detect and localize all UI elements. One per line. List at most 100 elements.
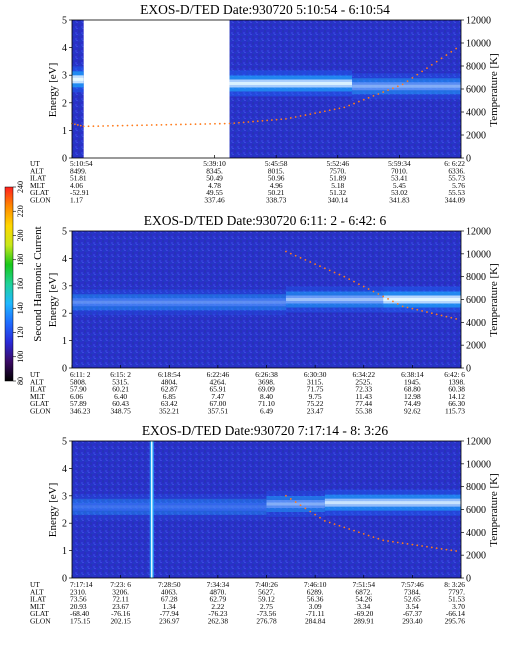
table-cell: 6.85 <box>163 392 176 401</box>
table-cell: 6289. <box>307 587 324 596</box>
temperature-point <box>160 123 163 126</box>
temperature-point <box>372 95 375 97</box>
y-tick-label: 1 <box>62 336 67 347</box>
table-cell: 55.73 <box>448 174 465 183</box>
temperature-point <box>323 520 326 522</box>
table-cell: 7797. <box>448 587 465 596</box>
table-cell: 5:52:46 <box>326 159 349 168</box>
temperature-point <box>392 540 394 543</box>
table-cell: 5808. <box>70 377 87 386</box>
temperature-point <box>338 273 341 276</box>
temperature-point <box>314 263 317 266</box>
table-cell: 51.53 <box>448 595 465 604</box>
colorbar-gradient <box>4 186 14 382</box>
table-cell: 284.84 <box>305 617 326 626</box>
table-cell: 50.49 <box>206 174 223 183</box>
table-cell: 60.38 <box>448 385 465 394</box>
table-cell: 51.81 <box>70 174 87 183</box>
temperature-point <box>252 120 254 123</box>
energy-band <box>72 300 286 304</box>
energy-band <box>383 298 461 301</box>
table-cell: -66.14 <box>446 609 465 618</box>
temperature-point <box>76 124 79 126</box>
y2-tick-label: 12000 <box>466 16 491 27</box>
energy-band <box>229 81 353 85</box>
temperature-point <box>450 549 453 552</box>
table-row-label: UT <box>30 159 40 168</box>
y-tick-label: 4 <box>62 464 67 475</box>
temperature-point <box>396 85 399 88</box>
y-tick-label: 5 <box>62 16 67 27</box>
temperature-point <box>382 539 385 542</box>
table-cell: 75.22 <box>307 399 324 408</box>
temperature-point <box>280 118 283 121</box>
table-cell: 71.10 <box>258 399 275 408</box>
table-cell: 69.09 <box>258 385 275 394</box>
energy-band <box>72 502 267 511</box>
temperature-point <box>79 124 82 127</box>
table-cell: 262.38 <box>208 617 229 626</box>
panel-1-ylabel: Energy [eV] <box>47 63 59 117</box>
table-cell: 77.44 <box>355 399 372 408</box>
temperature-point <box>338 107 341 110</box>
table-cell: 6:34:22 <box>352 370 375 379</box>
temperature-point <box>319 265 321 268</box>
table-row-label: UT <box>30 580 40 589</box>
colorbar-tick-label: 140 <box>16 302 25 314</box>
table-cell: 346.23 <box>70 407 91 416</box>
table-cell: 14.12 <box>448 392 465 401</box>
temperature-point <box>396 302 399 305</box>
temperature-point <box>333 108 336 111</box>
table-cell: 7384. <box>404 587 421 596</box>
temperature-point <box>184 123 187 126</box>
table-cell: 52.65 <box>404 595 421 604</box>
energy-band <box>72 289 286 316</box>
table-cell: 3115. <box>307 377 324 386</box>
table-cell: 3.34 <box>357 602 370 611</box>
table-row-label: ILAT <box>30 595 46 604</box>
table-cell: 5315. <box>112 377 129 386</box>
temperature-point <box>353 280 355 283</box>
table-cell: 50.96 <box>268 174 285 183</box>
table-cell: 6.06 <box>70 392 83 401</box>
temperature-point <box>406 542 409 545</box>
y2-tick-label: 0 <box>466 154 471 165</box>
temperature-point <box>242 121 245 124</box>
temperature-point <box>328 109 331 112</box>
temperature-point <box>387 298 389 300</box>
temperature-point <box>233 122 236 125</box>
table-cell: 6:38:14 <box>401 370 424 379</box>
temperature-point <box>116 124 119 127</box>
y2-tick-label: 2000 <box>466 551 486 562</box>
table-cell: -76.16 <box>111 609 130 618</box>
table-row-label: GLON <box>30 407 51 416</box>
table-cell: 6.40 <box>114 392 127 401</box>
panel-2-y2label: Temperature [K] <box>488 263 500 336</box>
temperature-point <box>430 546 433 549</box>
temperature-point <box>377 293 380 295</box>
table-cell: 6:22:46 <box>207 370 230 379</box>
y-tick-label: 3 <box>62 491 67 502</box>
colorbar-tick-label: 80 <box>16 377 25 385</box>
table-cell: 352.21 <box>159 407 180 416</box>
table-cell: 62.87 <box>161 385 178 394</box>
panel-1: EXOS-D/TED Date:930720 5:10:54 - 6:10:54… <box>30 2 500 205</box>
table-cell: 341.83 <box>389 196 410 205</box>
temperature-point <box>392 300 394 303</box>
table-cell: 6872. <box>355 587 372 596</box>
y2-tick-label: 8000 <box>466 272 486 283</box>
table-cell: 8: 3:26 <box>444 580 465 589</box>
table-cell: -77.94 <box>160 609 179 618</box>
energy-band <box>352 82 461 91</box>
table-cell: 4063. <box>161 587 178 596</box>
table-cell: 8499. <box>70 166 87 175</box>
temperature-point <box>416 544 419 547</box>
colorbar-tick-label: 220 <box>16 205 25 217</box>
temperature-point <box>74 123 76 126</box>
temperature-point <box>131 124 134 127</box>
temperature-point <box>426 67 428 70</box>
temperature-point <box>304 507 307 510</box>
table-cell: 6:15: 2 <box>110 370 131 379</box>
temperature-point <box>435 313 438 316</box>
table-cell: 7:17:14 <box>70 580 93 589</box>
